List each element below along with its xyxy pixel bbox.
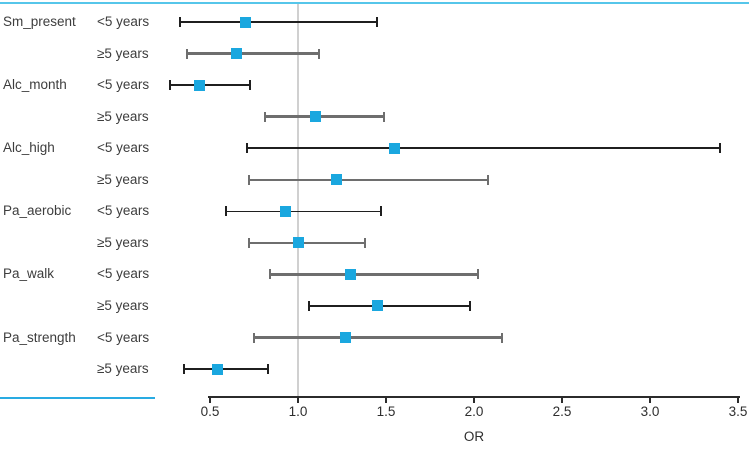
row-group-label: Pa_walk: [3, 266, 55, 282]
x-tick-label: 0.5: [200, 404, 220, 419]
ci-cap-left: [263, 111, 266, 122]
or-marker: [345, 268, 357, 280]
ci-cap-left: [186, 48, 189, 59]
ci-cap-right: [487, 174, 490, 185]
or-marker: [230, 48, 242, 60]
ci-cap-right: [363, 237, 366, 248]
or-marker: [371, 300, 383, 312]
row-subgroup-label: <5 years: [97, 77, 150, 93]
row-subgroup-label: ≥5 years: [97, 297, 149, 313]
or-marker: [193, 79, 205, 91]
row-subgroup-label: ≥5 years: [97, 234, 149, 250]
ci-cap-left: [247, 174, 250, 185]
row-subgroup-label: <5 years: [97, 266, 150, 282]
ci-cap-left: [247, 237, 250, 248]
ci-cap-left: [245, 143, 248, 154]
or-marker: [389, 142, 401, 154]
row-subgroup-label: ≥5 years: [97, 361, 149, 377]
ci-cap-left: [253, 332, 255, 343]
or-marker: [310, 111, 322, 123]
ci-cap-right: [318, 48, 321, 59]
ci-cap-left: [224, 206, 227, 217]
top-border-rule: [0, 2, 749, 4]
x-tick: [561, 396, 563, 403]
x-tick-label: 1.0: [288, 404, 308, 419]
ci-line: [183, 368, 269, 370]
ci-line: [269, 273, 478, 276]
row-group-label: Alc_high: [3, 140, 55, 156]
x-tick: [209, 396, 211, 403]
x-tick-label: 3.0: [640, 404, 660, 419]
ci-line: [246, 147, 721, 149]
row-subgroup-label: ≥5 years: [97, 45, 149, 61]
row-subgroup-label: <5 years: [97, 140, 150, 156]
x-tick-label: 2.0: [464, 404, 484, 419]
row-subgroup-label: <5 years: [97, 329, 150, 345]
ci-line: [225, 210, 381, 213]
ci-cap-right: [469, 300, 472, 311]
ci-cap-right: [267, 364, 270, 375]
ci-cap-right: [476, 269, 479, 280]
x-tick: [297, 396, 299, 403]
x-tick-label: 2.5: [552, 404, 572, 419]
reference-line-or-1: [297, 4, 299, 396]
ci-cap-left: [179, 17, 182, 27]
x-tick: [737, 396, 739, 403]
ci-cap-left: [268, 269, 271, 280]
label-column-bottom-rule: [0, 397, 155, 399]
ci-cap-right: [376, 17, 379, 27]
x-axis-title: OR: [463, 429, 485, 444]
or-marker: [211, 363, 223, 375]
row-group-label: Pa_aerobic: [3, 203, 72, 219]
ci-line: [248, 178, 489, 181]
row-group-label: Pa_strength: [3, 329, 76, 345]
ci-cap-left: [307, 300, 310, 311]
ci-cap-left: [168, 80, 171, 91]
row-subgroup-label: <5 years: [97, 203, 150, 219]
ci-cap-right: [383, 111, 386, 122]
ci-line: [254, 336, 503, 339]
or-marker: [331, 174, 343, 186]
or-marker: [280, 205, 292, 217]
row-group-label: Alc_month: [3, 77, 67, 93]
x-tick: [385, 396, 387, 403]
row-group-label: Sm_present: [3, 14, 76, 29]
ci-line: [308, 305, 471, 307]
x-tick-label: 3.5: [728, 404, 748, 419]
or-marker: [239, 16, 251, 28]
ci-line: [169, 84, 251, 86]
ci-cap-left: [182, 364, 185, 375]
ci-line: [187, 52, 320, 55]
x-tick-label: 1.5: [376, 404, 396, 419]
ci-cap-right: [719, 143, 722, 154]
row-subgroup-label: ≥5 years: [97, 171, 149, 187]
ci-line: [180, 21, 378, 23]
or-marker: [292, 237, 304, 249]
or-marker: [340, 332, 352, 343]
ci-line: [248, 241, 365, 245]
row-subgroup-label: <5 years: [97, 14, 150, 29]
ci-line: [264, 115, 385, 118]
x-tick: [649, 396, 651, 403]
ci-cap-right: [501, 332, 504, 343]
row-subgroup-label: ≥5 years: [97, 108, 149, 124]
ci-cap-right: [249, 80, 252, 91]
ci-cap-right: [379, 206, 382, 217]
x-tick: [473, 396, 475, 403]
